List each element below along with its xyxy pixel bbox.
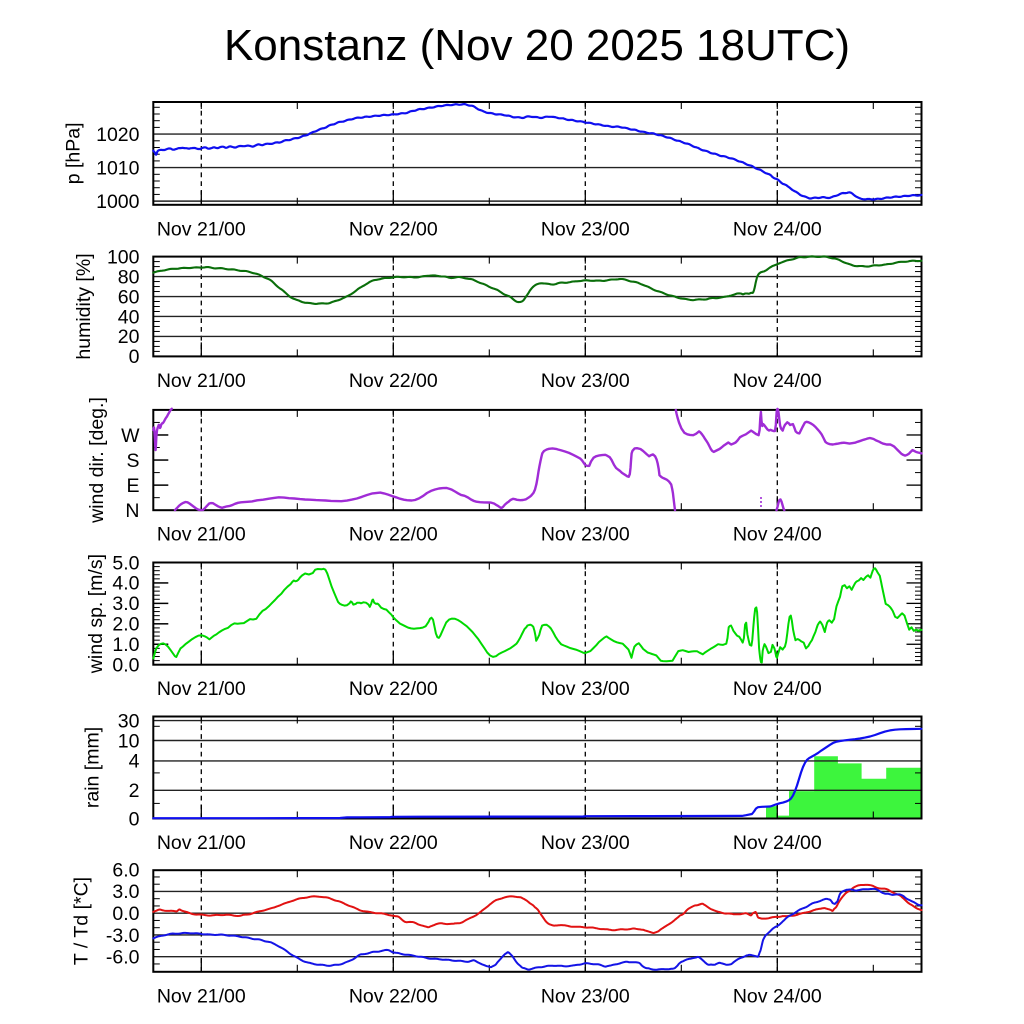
svg-text:40: 40	[118, 306, 140, 328]
svg-text:1.0: 1.0	[112, 634, 139, 656]
svg-text:80: 80	[118, 266, 140, 288]
svg-text:10: 10	[118, 730, 140, 752]
svg-text:0: 0	[129, 346, 140, 368]
svg-text:Nov 23/00: Nov 23/00	[541, 832, 630, 854]
svg-text:Nov 22/00: Nov 22/00	[349, 678, 438, 700]
svg-text:Nov 22/00: Nov 22/00	[349, 832, 438, 854]
svg-text:Nov 23/00: Nov 23/00	[541, 678, 630, 700]
svg-text:4.0: 4.0	[112, 573, 139, 595]
svg-text:-6.0: -6.0	[106, 947, 140, 969]
svg-text:Nov 23/00: Nov 23/00	[541, 985, 630, 1007]
svg-text:N: N	[125, 500, 139, 522]
svg-text:Nov 23/00: Nov 23/00	[541, 524, 630, 546]
svg-text:W: W	[121, 425, 140, 447]
svg-text:Nov 24/00: Nov 24/00	[733, 370, 822, 392]
svg-text:Nov 22/00: Nov 22/00	[349, 524, 438, 546]
svg-text:S: S	[126, 450, 139, 472]
svg-text:20: 20	[118, 326, 140, 348]
svg-text:1010: 1010	[96, 157, 140, 179]
svg-text:Nov 24/00: Nov 24/00	[733, 985, 822, 1007]
svg-text:p [hPa]: p [hPa]	[63, 123, 85, 185]
svg-text:3.0: 3.0	[112, 593, 139, 615]
svg-text:Nov 21/00: Nov 21/00	[157, 524, 246, 546]
svg-text:humidity [%]: humidity [%]	[73, 253, 95, 359]
svg-text:rain [mm]: rain [mm]	[82, 727, 104, 808]
svg-text:5.0: 5.0	[112, 552, 139, 574]
svg-text:E: E	[126, 475, 139, 497]
svg-text:-3.0: -3.0	[106, 925, 140, 947]
svg-text:Nov 22/00: Nov 22/00	[349, 985, 438, 1007]
svg-text:3.0: 3.0	[112, 881, 139, 903]
svg-text:0: 0	[129, 808, 140, 830]
svg-text:6.0: 6.0	[112, 860, 139, 882]
svg-text:Nov 22/00: Nov 22/00	[349, 370, 438, 392]
svg-text:2.0: 2.0	[112, 614, 139, 636]
svg-text:Nov 23/00: Nov 23/00	[541, 370, 630, 392]
svg-text:Konstanz (Nov 20 2025 18UTC): Konstanz (Nov 20 2025 18UTC)	[224, 21, 850, 70]
svg-text:0.0: 0.0	[112, 903, 139, 925]
svg-text:Nov 21/00: Nov 21/00	[157, 218, 246, 240]
svg-text:0.0: 0.0	[112, 655, 139, 677]
svg-text:2: 2	[129, 780, 140, 802]
svg-text:Nov 22/00: Nov 22/00	[349, 218, 438, 240]
svg-text:Nov 21/00: Nov 21/00	[157, 678, 246, 700]
svg-text:Nov 23/00: Nov 23/00	[541, 218, 630, 240]
svg-text:Nov 24/00: Nov 24/00	[733, 218, 822, 240]
svg-text:60: 60	[118, 286, 140, 308]
svg-text:wind dir. [deg.]: wind dir. [deg.]	[86, 397, 108, 524]
svg-text:Nov 21/00: Nov 21/00	[157, 370, 246, 392]
svg-text:30: 30	[118, 710, 140, 732]
svg-text:Nov 24/00: Nov 24/00	[733, 524, 822, 546]
svg-text:Nov 24/00: Nov 24/00	[733, 678, 822, 700]
svg-text:4: 4	[129, 751, 140, 773]
svg-text:Nov 21/00: Nov 21/00	[157, 832, 246, 854]
svg-text:1020: 1020	[96, 124, 140, 146]
svg-text:1000: 1000	[96, 191, 140, 213]
svg-text:wind sp. [m/s]: wind sp. [m/s]	[85, 554, 107, 674]
svg-text:Nov 21/00: Nov 21/00	[157, 985, 246, 1007]
svg-text:T / Td [*C]: T / Td [*C]	[71, 877, 93, 965]
svg-text:100: 100	[107, 246, 140, 268]
svg-text:Nov 24/00: Nov 24/00	[733, 832, 822, 854]
